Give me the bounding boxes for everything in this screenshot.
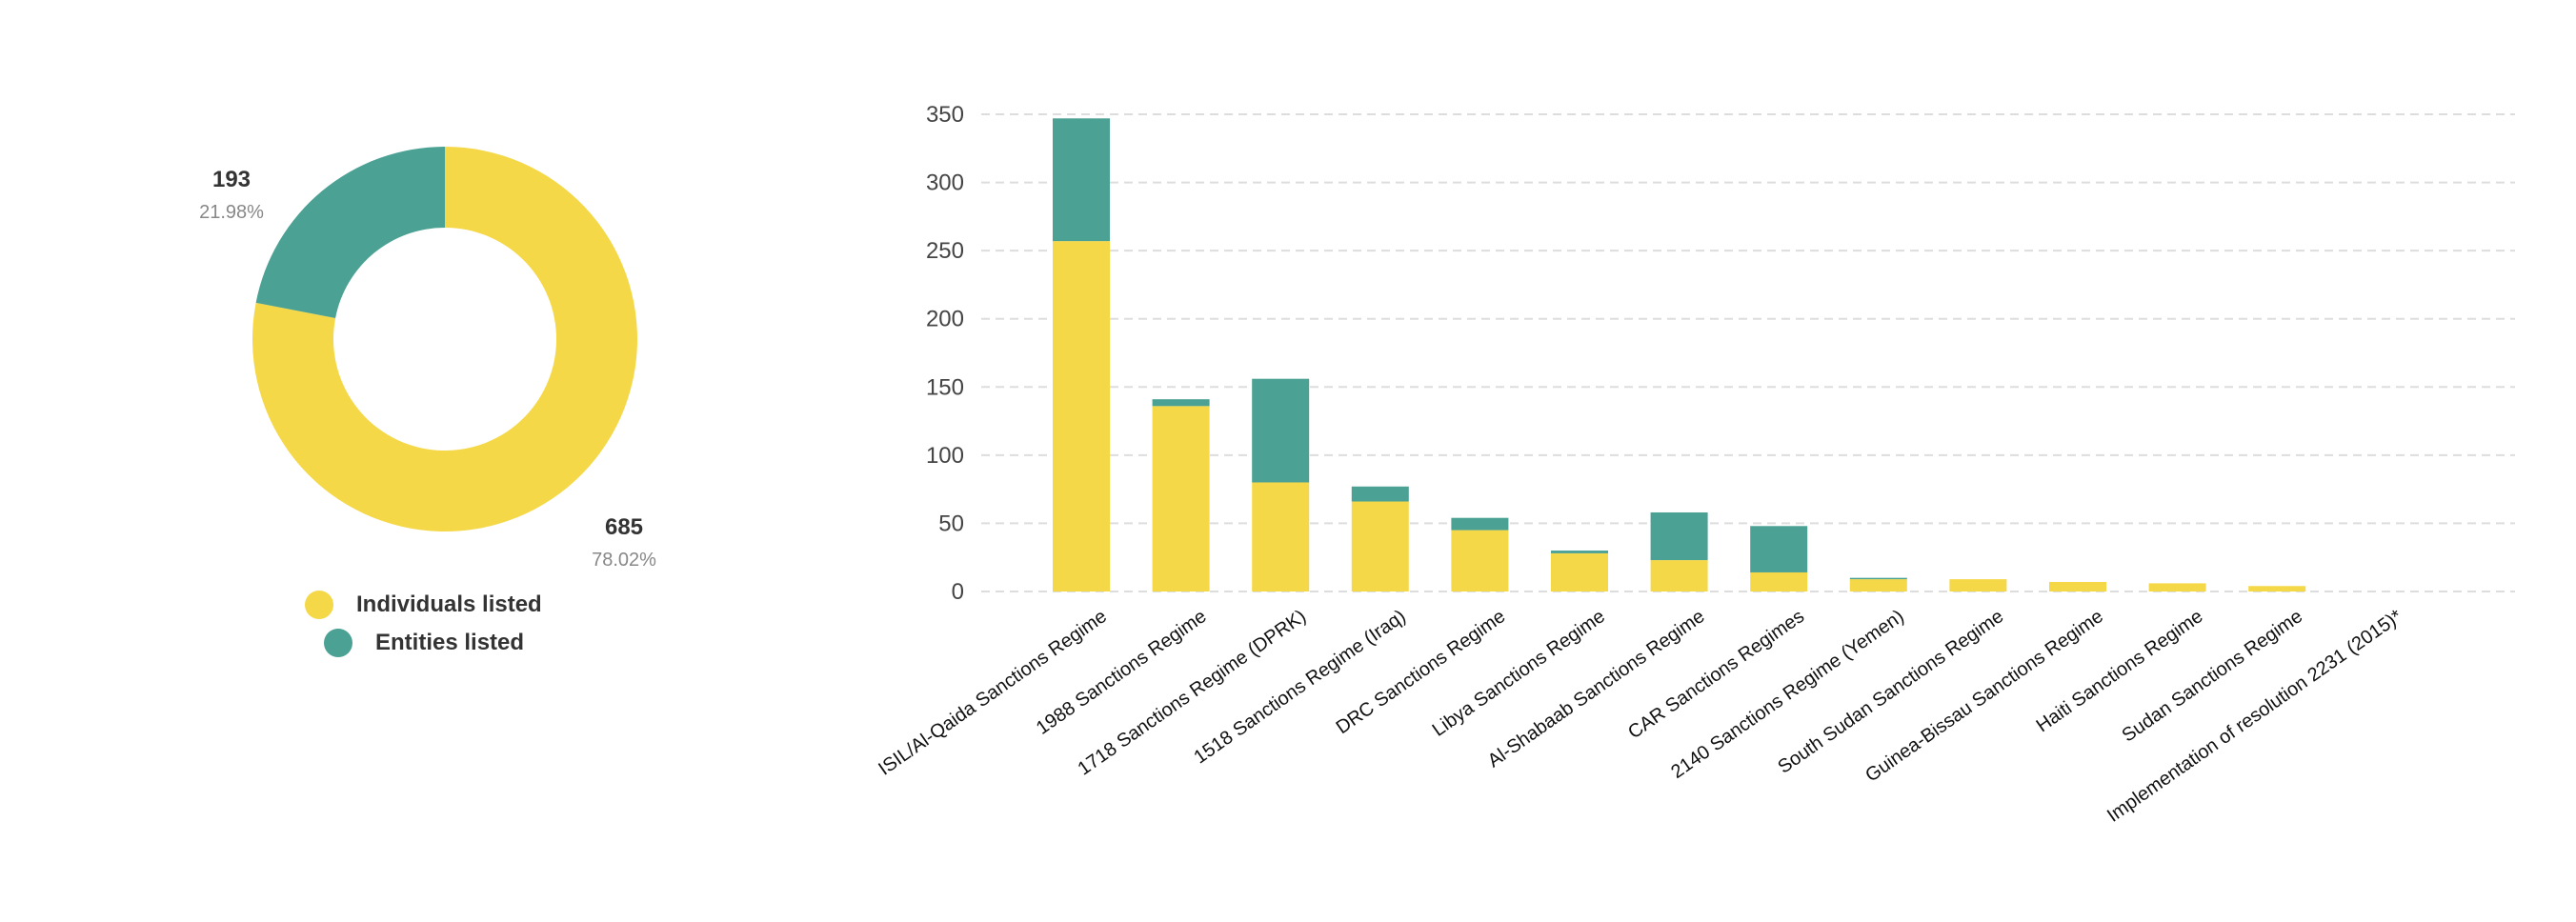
- donut-slice-individuals[interactable]: [252, 147, 637, 531]
- x-tick-label: Libya Sanctions Regime: [1429, 606, 1609, 741]
- x-tick-label: 1988 Sanctions Regime: [1033, 606, 1211, 739]
- x-tick-label: CAR Sanctions Regimes: [1624, 606, 1808, 743]
- bar-segment-individuals[interactable]: [1351, 501, 1409, 591]
- y-tick-label: 50: [938, 511, 964, 536]
- legend-label-individuals: Individuals listed: [356, 591, 542, 617]
- donut-slice-entities[interactable]: [255, 147, 445, 318]
- bar-segment-individuals[interactable]: [2148, 583, 2206, 591]
- bar-segment-entities[interactable]: [1053, 118, 1110, 242]
- bar-segment-entities[interactable]: [1152, 399, 1210, 407]
- legend-label-entities: Entities listed: [375, 630, 525, 655]
- donut-percent-label-individuals: 78.02%: [592, 550, 656, 571]
- x-tick-label: Sudan Sanctions Regime: [2119, 606, 2307, 746]
- bar-segment-individuals[interactable]: [1650, 560, 1708, 591]
- bar-segment-entities[interactable]: [1351, 486, 1409, 502]
- bar-segment-individuals[interactable]: [2049, 581, 2106, 591]
- bar-segment-individuals[interactable]: [1551, 552, 1608, 591]
- bar-segment-individuals[interactable]: [1451, 530, 1509, 591]
- bar-segment-individuals[interactable]: [1750, 571, 1808, 591]
- x-tick-label: 1518 Sanctions Regime (Iraq): [1190, 606, 1409, 768]
- bar-segment-individuals[interactable]: [2248, 586, 2306, 591]
- bar-segment-entities[interactable]: [1252, 378, 1310, 483]
- donut-percent-label-entities: 21.98%: [199, 202, 264, 223]
- bar-segment-entities[interactable]: [1750, 526, 1808, 572]
- bar-segment-individuals[interactable]: [1949, 579, 2007, 591]
- bar-segment-individuals[interactable]: [1252, 482, 1310, 591]
- y-tick-label: 0: [952, 579, 964, 605]
- bar-segment-individuals[interactable]: [1053, 241, 1110, 591]
- y-tick-label: 200: [926, 307, 964, 332]
- legend-swatch-individuals: [305, 591, 333, 619]
- bar-segment-entities[interactable]: [1451, 517, 1509, 531]
- bar-segment-entities[interactable]: [1551, 551, 1608, 553]
- legend-item-entities[interactable]: Entities listed: [324, 629, 542, 657]
- x-tick-label: DRC Sanctions Regime: [1333, 606, 1510, 738]
- donut-legend: Individuals listed Entities listed: [305, 591, 542, 667]
- bar-segment-entities[interactable]: [1849, 577, 1907, 580]
- bar-segment-individuals[interactable]: [1849, 579, 1907, 591]
- legend-swatch-entities: [324, 629, 352, 657]
- bar-segment-individuals[interactable]: [1152, 406, 1210, 591]
- y-tick-label: 300: [926, 170, 964, 196]
- donut-value-label-individuals: 685: [605, 514, 643, 540]
- x-tick-label: Haiti Sanctions Regime: [2033, 606, 2207, 736]
- y-tick-label: 350: [926, 102, 964, 128]
- donut-value-label-entities: 193: [212, 167, 251, 192]
- y-tick-label: 150: [926, 374, 964, 400]
- bar-segment-entities[interactable]: [1650, 511, 1708, 561]
- y-tick-label: 100: [926, 443, 964, 469]
- donut-chart: 685 78.02% 193 21.98%: [199, 147, 656, 571]
- legend-item-individuals[interactable]: Individuals listed: [305, 591, 542, 619]
- y-tick-label: 250: [926, 238, 964, 264]
- bar-chart-panel: 0 50 100 150 200 250 300 350 ISIL/Al-Qaida Sanct…: [857, 0, 2576, 922]
- donut-chart-panel: 685 78.02% 193 21.98% Individuals listed En…: [0, 0, 857, 922]
